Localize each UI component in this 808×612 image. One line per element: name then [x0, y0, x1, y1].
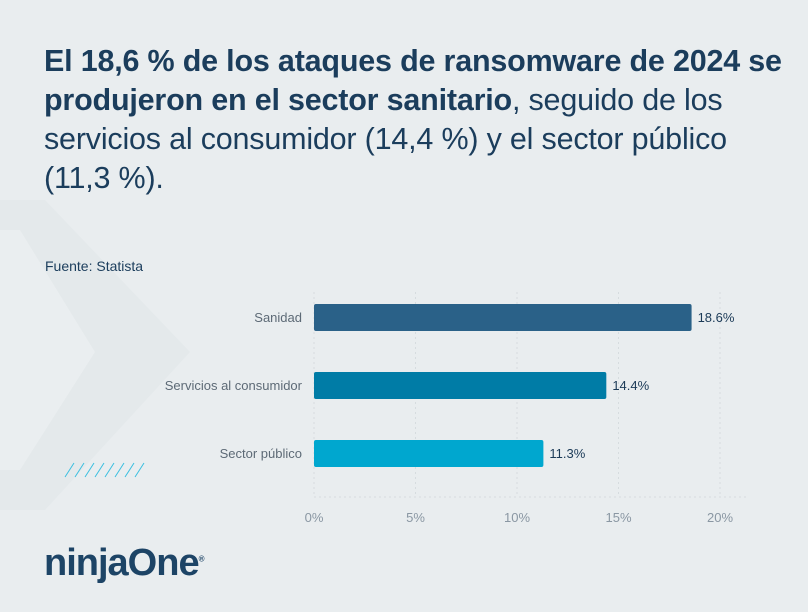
headline-rest: , seguido de los servicios al consumidor… [44, 83, 727, 195]
logo-text: ninjaOne [44, 542, 200, 584]
data-label: 11.3% [549, 446, 585, 461]
data-label: 18.6% [698, 310, 735, 325]
x-tick-label: 10% [504, 510, 530, 525]
data-label: 14.4% [612, 378, 649, 393]
x-tick-label: 5% [406, 510, 425, 525]
x-tick-label: 0% [305, 510, 324, 525]
x-tick-label: 20% [707, 510, 733, 525]
headline-bold: El 18,6 % de los ataques de ransomware d… [44, 44, 782, 117]
category-label: Servicios al consumidor [165, 378, 303, 393]
bar [314, 304, 692, 331]
category-label: Sector público [220, 446, 302, 461]
headline: El 18,6 % de los ataques de ransomware d… [44, 42, 784, 198]
bar [314, 372, 607, 399]
source-label: Fuente: Statista [45, 258, 144, 274]
ninjaone-logo: ninjaOne® [44, 542, 205, 584]
category-label: Sanidad [254, 310, 302, 325]
hatch-decoration [64, 462, 145, 478]
bar [314, 440, 544, 467]
x-tick-label: 15% [605, 510, 631, 525]
